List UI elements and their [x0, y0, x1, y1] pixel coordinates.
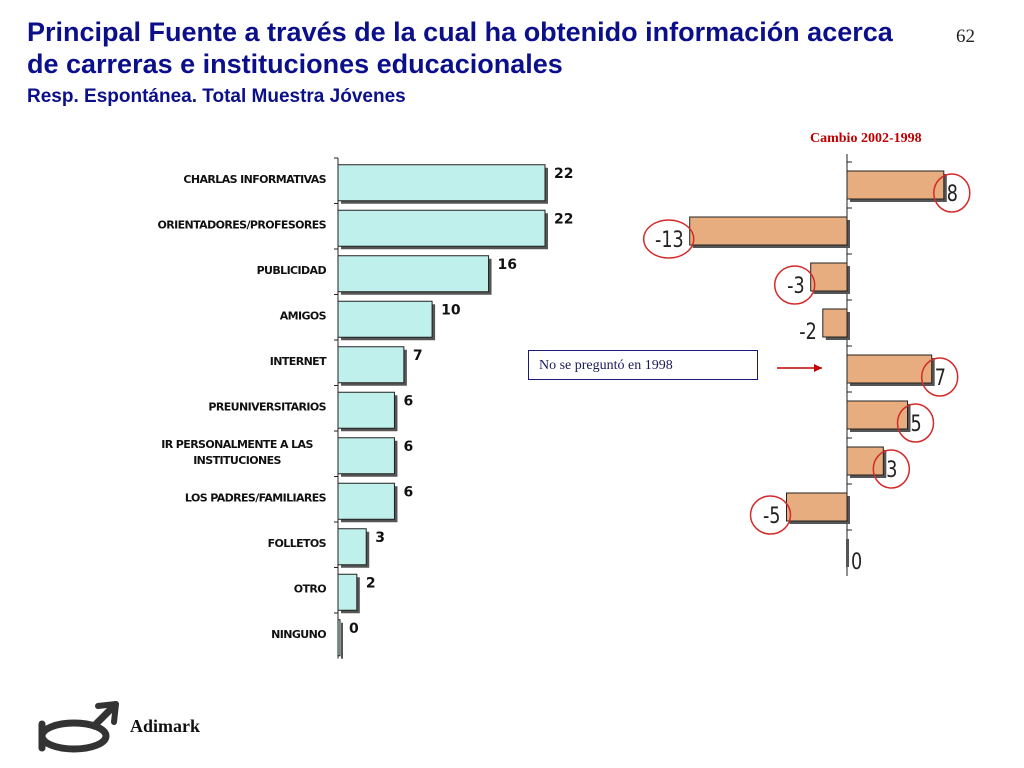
change-highlight-circle — [896, 403, 935, 443]
main-data-label: 7 — [413, 348, 423, 364]
main-bar-shadow — [341, 622, 343, 659]
change-bar — [846, 446, 884, 476]
change-bar — [846, 354, 933, 384]
main-bar — [337, 528, 367, 566]
main-bar — [337, 482, 395, 520]
main-data-label: 16 — [498, 257, 517, 273]
main-data-label: 22 — [554, 166, 573, 182]
change-data-label: 7 — [935, 365, 946, 390]
change-data-label: -5 — [763, 503, 781, 528]
main-data-label: 6 — [403, 439, 413, 455]
main-category-label: AMIGOS — [280, 309, 327, 322]
main-bar — [337, 300, 433, 338]
change-bar — [846, 170, 945, 200]
main-data-label: 0 — [349, 621, 359, 637]
change-bar — [786, 492, 848, 522]
main-data-label: 6 — [403, 393, 413, 409]
main-bar — [337, 573, 358, 611]
change-bar — [822, 308, 848, 338]
change-data-label: 8 — [947, 181, 958, 206]
main-bar — [337, 346, 405, 384]
change-data-label: 0 — [851, 549, 862, 574]
change-highlight-circle — [933, 173, 971, 213]
main-bar — [337, 164, 546, 202]
main-data-label: 6 — [403, 484, 413, 500]
main-category-label: CHARLAS INFORMATIVAS — [183, 173, 326, 186]
note-arrow-head — [814, 364, 822, 372]
page-number: 62 — [956, 26, 975, 47]
main-bar — [337, 255, 490, 293]
change-chart-title: Cambio 2002-1998 — [810, 131, 922, 146]
main-data-label: 2 — [366, 575, 376, 591]
note-box: No se preguntó en 1998 — [528, 350, 758, 380]
change-highlight-circle — [749, 495, 792, 535]
page-subtitle: Resp. Espontánea. Total Muestra Jóvenes — [27, 86, 406, 107]
main-category-label: IR PERSONALMENTE A LAS — [161, 438, 313, 451]
main-bar — [337, 619, 341, 657]
main-category-label: PREUNIVERSITARIOS — [208, 400, 326, 413]
main-category-label: NINGUNO — [271, 628, 326, 641]
main-bar — [337, 437, 395, 475]
brand-name: Adimark — [130, 716, 201, 736]
change-data-label: 5 — [911, 411, 922, 436]
change-data-label: -13 — [655, 227, 684, 252]
page-title: Principal Fuente a través de la cual ha … — [27, 17, 893, 79]
change-bar — [846, 539, 849, 567]
change-data-label: 3 — [886, 457, 897, 482]
change-highlight-circle — [642, 219, 695, 259]
note-text: No se preguntó en 1998 — [539, 358, 673, 373]
main-category-label: ORIENTADORES/PROFESORES — [158, 218, 327, 231]
main-category-label: LOS PADRES/FAMILIARES — [185, 491, 327, 504]
main-bar — [337, 209, 546, 247]
main-category-label: OTRO — [294, 582, 327, 595]
change-bar — [810, 262, 848, 292]
main-category-label: INSTITUCIONES — [193, 454, 281, 467]
main-category-label: PUBLICIDAD — [257, 264, 327, 277]
main-bar — [337, 391, 395, 429]
main-data-label: 10 — [441, 302, 461, 318]
change-highlight-circle — [872, 449, 911, 489]
change-data-label: -3 — [787, 273, 805, 298]
change-highlight-circle — [920, 357, 959, 397]
change-data-label: -2 — [799, 319, 817, 344]
main-data-label: 3 — [375, 530, 385, 546]
change-highlight-circle — [773, 265, 816, 305]
change-bar — [689, 216, 848, 246]
main-category-label: INTERNET — [270, 355, 327, 368]
main-data-label: 22 — [554, 211, 573, 227]
main-category-label: FOLLETOS — [268, 537, 327, 550]
